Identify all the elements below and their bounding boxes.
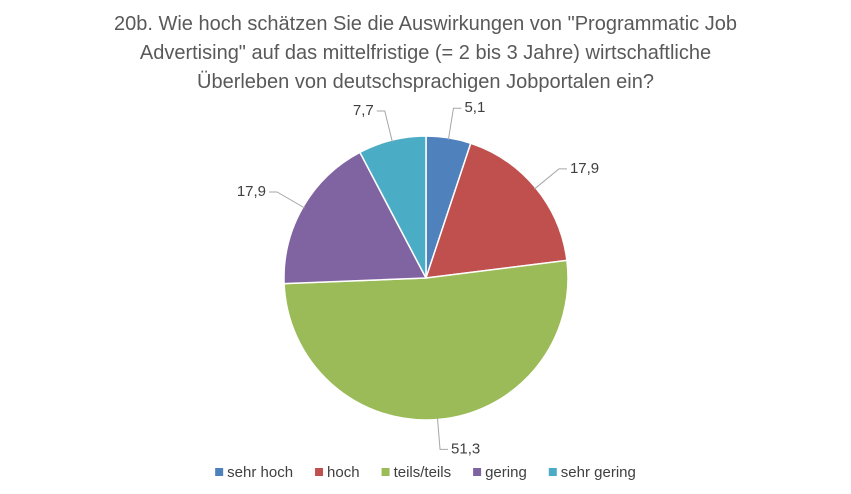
legend-swatch bbox=[473, 468, 482, 476]
legend-label: teils/teils bbox=[394, 464, 452, 481]
legend-label: hoch bbox=[327, 464, 360, 481]
data-label: 51,3 bbox=[451, 440, 480, 457]
leader-line bbox=[436, 417, 449, 450]
leader-line bbox=[447, 107, 462, 140]
data-label: 17,9 bbox=[570, 160, 599, 177]
legend-label: gering bbox=[485, 464, 527, 481]
leader-line bbox=[376, 110, 393, 143]
legend-swatch bbox=[215, 468, 224, 476]
data-label: 5,1 bbox=[464, 99, 485, 116]
legend-swatch bbox=[548, 468, 557, 476]
data-label: 17,9 bbox=[237, 183, 266, 200]
chart-title: 20b. Wie hoch schätzen Sie die Auswirkun… bbox=[114, 13, 737, 93]
data-label: 7,7 bbox=[353, 102, 374, 119]
leader-line bbox=[533, 168, 567, 190]
legend-label: sehr gering bbox=[561, 464, 636, 481]
legend-swatch bbox=[381, 468, 390, 476]
legend-swatch bbox=[315, 468, 324, 476]
legend-label: sehr hoch bbox=[227, 464, 293, 481]
pie-slice bbox=[283, 259, 569, 421]
leader-line bbox=[269, 191, 306, 209]
